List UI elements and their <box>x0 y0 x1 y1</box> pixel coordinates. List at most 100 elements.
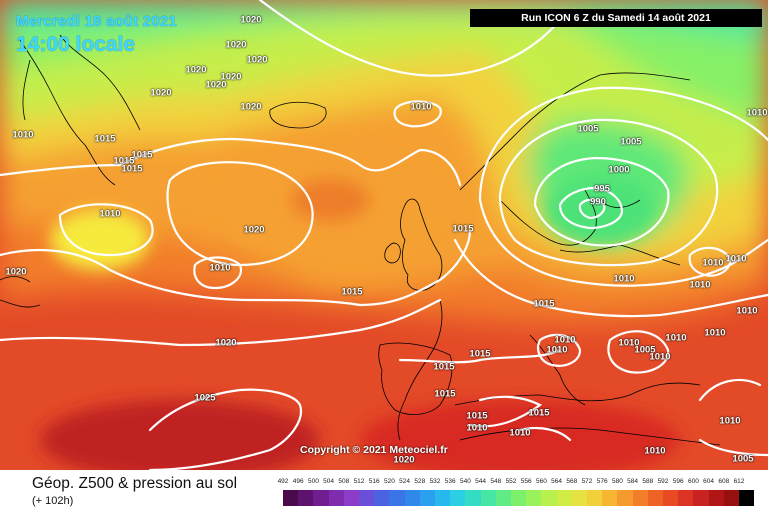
isobar-label: 1015 <box>433 361 455 373</box>
isobar-1010-closed-w <box>58 203 154 257</box>
isobar-label: 1010 <box>665 332 687 344</box>
isobar-1020-atlantic <box>0 137 462 187</box>
isobar-label: 1020 <box>5 266 27 278</box>
isobar-label: 1010 <box>466 422 488 434</box>
forecast-offset: (+ 102h) <box>32 495 74 507</box>
legend-tick-label: 608 <box>718 478 730 485</box>
run-banner: Run ICON 6 Z du Samedi 14 août 2021 <box>470 9 762 27</box>
isobar-low-1000 <box>533 156 670 247</box>
isobar-label: 1010 <box>546 344 568 356</box>
isobar-1010-closed-c <box>193 256 243 290</box>
legend-swatch <box>283 490 299 506</box>
europe-west-coast <box>397 299 443 441</box>
legend-swatch <box>632 490 648 506</box>
isobar-label: 1020 <box>205 79 227 91</box>
legend-swatch <box>389 490 405 506</box>
legend-tick-label: 508 <box>338 478 350 485</box>
legend-swatch <box>313 490 329 506</box>
legend-tick-label: 592 <box>657 478 669 485</box>
legend-swatch <box>450 490 466 506</box>
legend-tick-label: 544 <box>475 478 487 485</box>
isobar-label: 1010 <box>410 101 432 113</box>
isobar-label: 1020 <box>243 224 265 236</box>
isobar-label: 1010 <box>509 427 531 439</box>
legend-swatch <box>708 490 724 506</box>
british-isles-coast <box>384 198 443 291</box>
legend-tick-label: 568 <box>566 478 578 485</box>
legend-tick-label: 556 <box>520 478 532 485</box>
isobar-label: 1020 <box>225 39 247 51</box>
legend-tick-label: 492 <box>277 478 289 485</box>
legend-swatch <box>678 490 694 506</box>
legend-swatch <box>328 490 344 506</box>
legend-tick-label: 496 <box>292 478 304 485</box>
isobar-label: 1020 <box>240 14 262 26</box>
legend-swatch <box>663 490 679 506</box>
isobar-label: 1010 <box>613 273 635 285</box>
legend-tick-label: 572 <box>581 478 593 485</box>
isobar-1010-closed <box>393 100 442 128</box>
isobar-label: 1015 <box>469 348 491 360</box>
isobar-label: 1015 <box>341 286 363 298</box>
isobar-1020-s <box>0 298 442 347</box>
isobar-label: 1010 <box>644 445 666 457</box>
legend-swatch <box>298 490 314 506</box>
legend-tick-label: 532 <box>429 478 441 485</box>
isobar-label: 1010 <box>554 334 576 346</box>
isobar-label: 1010 <box>725 253 747 265</box>
map-area: Mercredi 18 août 2021 14:00 locale Run I… <box>0 0 768 470</box>
isobar-label: 1010 <box>746 107 768 119</box>
legend-tick-label: 520 <box>383 478 395 485</box>
isobar-label: 1020 <box>215 337 237 349</box>
legend-swatch <box>541 490 557 506</box>
isobar-label: 1015 <box>94 133 116 145</box>
isobar-label: 1010 <box>704 327 726 339</box>
copyright-notice: Copyright © 2021 Meteociel.fr <box>300 444 448 456</box>
legend-swatch <box>647 490 663 506</box>
isobar-1020-top <box>258 0 562 77</box>
legend-swatch <box>343 490 359 506</box>
legend-swatch <box>495 490 511 506</box>
isobar-label: 1005 <box>620 136 642 148</box>
isobar-label: 1010 <box>618 337 640 349</box>
legend-tick-label: 600 <box>687 478 699 485</box>
isobar-1010-balkan <box>536 333 582 367</box>
z500-core-orange <box>290 178 370 222</box>
legend-tick-label: 580 <box>611 478 623 485</box>
isobar-1005-se <box>698 378 768 457</box>
legend-swatch <box>556 490 572 506</box>
isobar-label: 1015 <box>121 163 143 175</box>
isobar-1015-e <box>453 238 768 318</box>
z500-band-green <box>0 0 768 125</box>
legend-swatch <box>526 490 542 506</box>
isobar-label: 1020 <box>150 87 172 99</box>
legend-tick-label: 588 <box>642 478 654 485</box>
isobar-label: 1015 <box>131 149 153 161</box>
isobar-label: 1020 <box>240 101 262 113</box>
legend-tick-label: 524 <box>399 478 411 485</box>
map-title: Géop. Z500 & pression au sol <box>32 475 238 492</box>
isobar-label: 1000 <box>608 164 630 176</box>
isobar-label: 1010 <box>702 257 724 269</box>
isobar-label: 1005 <box>732 453 754 465</box>
isobar-label: 1010 <box>99 208 121 220</box>
isobar-label: 1015 <box>533 298 555 310</box>
legend-tick-label: 540 <box>459 478 471 485</box>
legend-swatch <box>480 490 496 506</box>
legend-tick-label: 552 <box>505 478 517 485</box>
isobar-low-1010 <box>478 86 768 287</box>
legend-swatch <box>374 490 390 506</box>
legend-tick-label: 512 <box>353 478 365 485</box>
legend-swatch <box>723 490 739 506</box>
isobar-label: 1010 <box>689 279 711 291</box>
legend-tick-label: 564 <box>551 478 563 485</box>
isobar-label: 1020 <box>393 454 415 466</box>
isobar-label: 1010 <box>209 262 231 274</box>
isobar-label: 1015 <box>466 410 488 422</box>
isobar-low-990 <box>578 198 606 220</box>
legend-tick-label: 596 <box>672 478 684 485</box>
legend-swatch <box>693 490 709 506</box>
legend-tick-label: 548 <box>490 478 502 485</box>
legend-swatch <box>404 490 420 506</box>
isobars <box>0 0 768 470</box>
